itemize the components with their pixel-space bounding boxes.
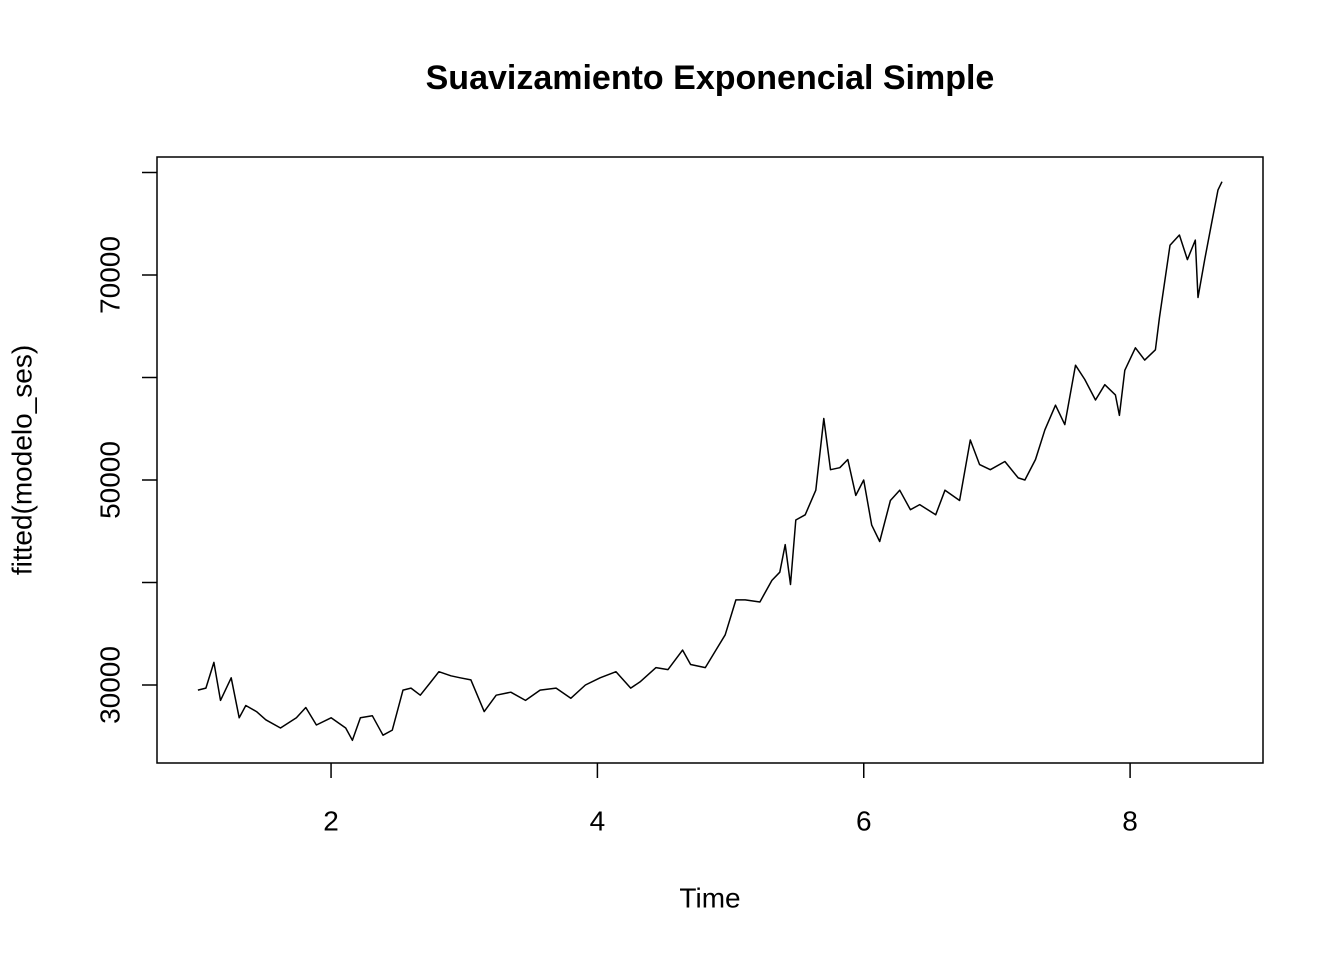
- x-tick-label: 8: [1122, 805, 1138, 836]
- series-line: [197, 181, 1223, 742]
- x-tick-label: 2: [323, 805, 339, 836]
- y-tick-label: 30000: [94, 646, 125, 724]
- y-tick-label: 50000: [94, 441, 125, 519]
- chart-title: Suavizamiento Exponencial Simple: [426, 59, 995, 97]
- plot-frame: [156, 156, 1264, 764]
- y-tick-label: 70000: [94, 236, 125, 314]
- x-tick-label: 6: [856, 805, 872, 836]
- y-axis-label: fitted(modelo_ses): [6, 345, 37, 575]
- x-tick-label: 4: [590, 805, 606, 836]
- x-axis-label: Time: [679, 882, 740, 913]
